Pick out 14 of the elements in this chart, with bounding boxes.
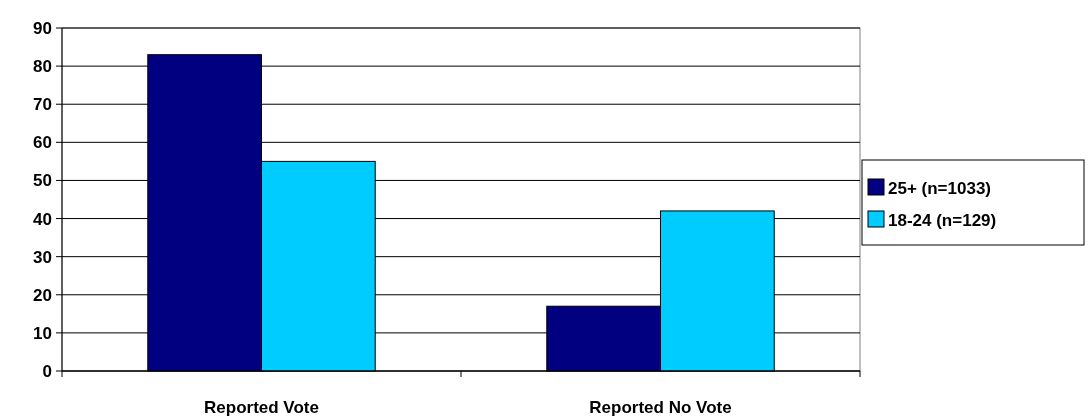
y-tick-label: 20 xyxy=(33,285,52,305)
x-tick-label: Reported No Vote xyxy=(589,398,732,417)
legend-label: 25+ (n=1033) xyxy=(888,178,992,198)
y-tick-label: 40 xyxy=(33,209,52,229)
y-tick-label: 10 xyxy=(33,323,52,343)
y-tick-label: 30 xyxy=(33,247,52,267)
y-tick-label: 90 xyxy=(33,18,52,38)
y-tick-label: 70 xyxy=(33,95,52,115)
y-tick-label: 80 xyxy=(33,57,52,77)
y-tick-label: 0 xyxy=(42,361,52,381)
legend-label: 18-24 (n=129) xyxy=(888,210,997,230)
y-tick-label: 50 xyxy=(33,171,52,191)
y-tick-label: 60 xyxy=(33,133,52,153)
x-tick-label: Reported Vote xyxy=(204,398,319,417)
